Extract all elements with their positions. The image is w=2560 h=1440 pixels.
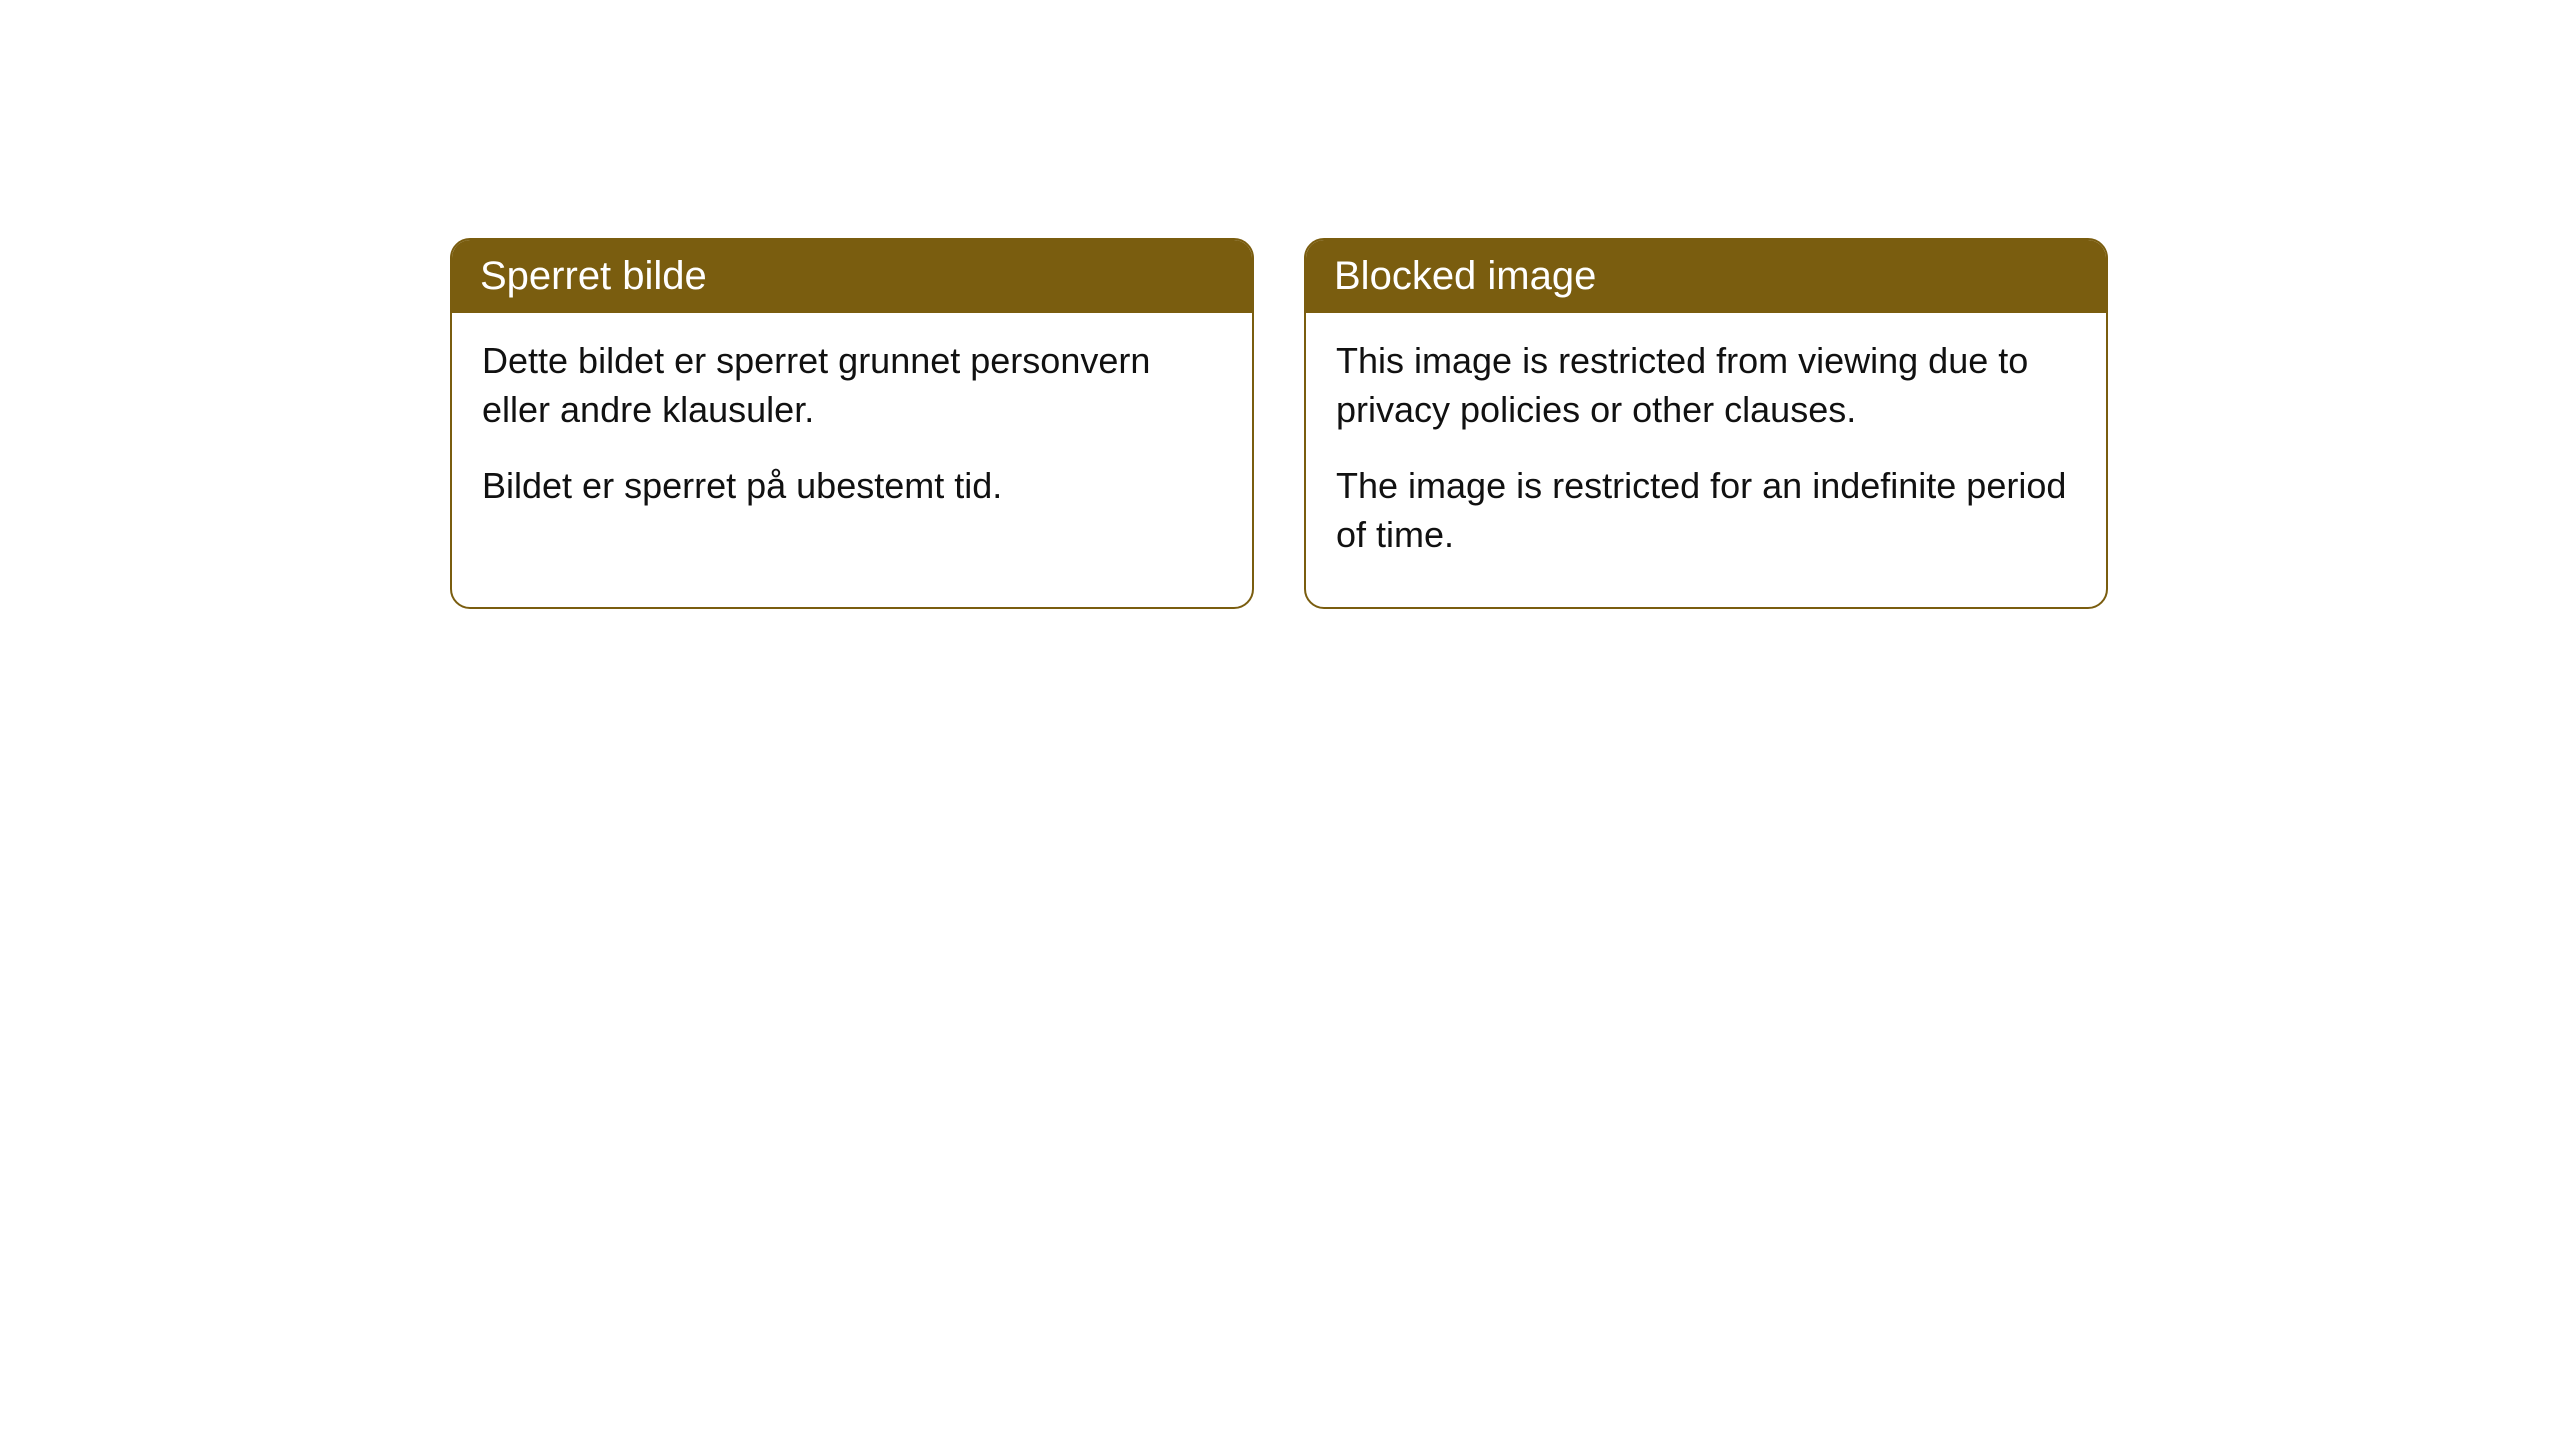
card-paragraph: Bildet er sperret på ubestemt tid. <box>482 462 1222 511</box>
card-paragraph: Dette bildet er sperret grunnet personve… <box>482 337 1222 434</box>
notice-card-english: Blocked image This image is restricted f… <box>1304 238 2108 609</box>
card-body-english: This image is restricted from viewing du… <box>1306 313 2106 607</box>
notice-card-norwegian: Sperret bilde Dette bildet er sperret gr… <box>450 238 1254 609</box>
card-header-norwegian: Sperret bilde <box>452 240 1252 313</box>
card-header-english: Blocked image <box>1306 240 2106 313</box>
card-paragraph: This image is restricted from viewing du… <box>1336 337 2076 434</box>
notice-cards-container: Sperret bilde Dette bildet er sperret gr… <box>0 0 2560 609</box>
card-paragraph: The image is restricted for an indefinit… <box>1336 462 2076 559</box>
card-body-norwegian: Dette bildet er sperret grunnet personve… <box>452 313 1252 559</box>
